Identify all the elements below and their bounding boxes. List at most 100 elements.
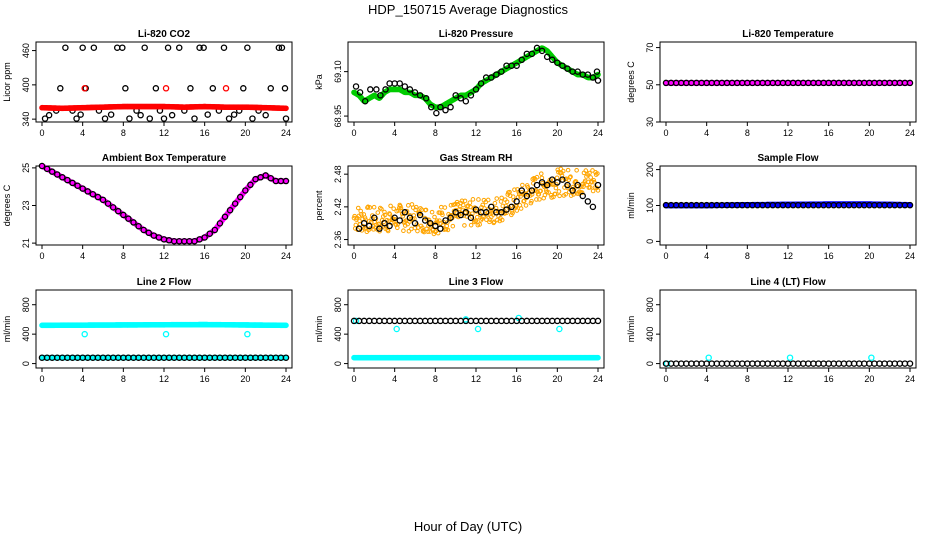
data-point <box>518 56 526 64</box>
data-point <box>820 360 827 367</box>
data-point <box>275 44 283 51</box>
data-point <box>498 209 505 216</box>
data-point <box>57 85 64 92</box>
data-point <box>381 219 388 227</box>
series-2 <box>662 79 914 87</box>
data-point <box>523 203 529 208</box>
data-point <box>362 226 367 231</box>
y-tick-label: 0 <box>21 361 31 366</box>
data-point <box>211 226 219 234</box>
data-point <box>493 71 500 78</box>
data-point <box>411 219 419 227</box>
data-point <box>759 360 766 367</box>
data-point <box>437 225 444 232</box>
x-tick-label: 20 <box>864 128 874 138</box>
y-tick-label: 400 <box>21 327 31 342</box>
data-point <box>468 222 474 228</box>
data-point <box>79 44 86 51</box>
data-point <box>498 317 505 325</box>
data-point <box>382 86 389 93</box>
data-point <box>548 182 553 187</box>
data-point <box>406 317 414 325</box>
data-point <box>356 89 364 96</box>
data-point <box>209 85 217 92</box>
y-tick-label: 25 <box>21 163 31 173</box>
data-point <box>595 171 600 176</box>
data-point <box>840 360 848 367</box>
data-point <box>584 198 592 205</box>
data-point <box>164 44 172 51</box>
data-point <box>460 202 466 208</box>
data-point <box>54 171 61 178</box>
data-point <box>267 174 274 182</box>
data-point <box>533 317 541 325</box>
panel-2: Li-820 Pressure kPa 0 4 8 12 16 20 24 68.95 69.10 <box>314 29 605 138</box>
panel-3: Li-820 Temperature degrees C 0 4 8 12 16 20 24 30… <box>626 29 917 138</box>
y-tick-label: 800 <box>333 297 343 312</box>
x-tick-label: 8 <box>121 374 126 384</box>
y-tick-label: 21 <box>21 238 31 248</box>
data-point <box>416 317 424 325</box>
data-point <box>559 317 566 325</box>
data-point <box>62 44 69 51</box>
data-point <box>457 211 464 219</box>
data-point <box>487 317 495 325</box>
x-tick-label: 8 <box>745 251 750 261</box>
data-point <box>422 95 430 102</box>
x-tick-label: 20 <box>864 374 874 384</box>
y-tick-label: 200 <box>645 162 655 177</box>
data-point <box>396 317 403 325</box>
data-point <box>891 360 899 367</box>
y-tick-label: 69.10 <box>333 60 343 83</box>
data-point <box>554 175 560 181</box>
x-tick-label: 8 <box>433 251 438 261</box>
data-point <box>447 214 454 222</box>
data-point <box>556 325 563 333</box>
data-point <box>718 360 726 367</box>
data-point <box>385 228 391 234</box>
data-point <box>423 207 429 213</box>
data-point <box>876 360 883 367</box>
data-point <box>409 226 414 232</box>
data-point <box>113 44 121 51</box>
data-point <box>81 85 88 92</box>
data-point <box>593 68 601 75</box>
data-point <box>401 209 409 216</box>
x-tick-label: 12 <box>783 128 793 138</box>
y-tick-label: 68.95 <box>333 105 343 128</box>
data-point <box>89 190 97 198</box>
data-point <box>510 210 515 216</box>
data-point <box>457 317 464 325</box>
y-tick-label: 0 <box>333 361 343 366</box>
data-point <box>587 170 592 176</box>
y-axis-label: kPa <box>314 74 324 90</box>
x-tick-label: 8 <box>121 251 126 261</box>
data-point <box>101 115 109 122</box>
panel-5: Gas Stream RH percent 0 4 8 12 16 20 24 2.36 2.42 2… <box>314 153 605 261</box>
data-point <box>815 360 822 367</box>
data-point <box>406 86 414 93</box>
data-point <box>416 211 424 219</box>
data-point <box>220 44 228 51</box>
data-point <box>482 209 490 216</box>
data-point <box>769 360 777 367</box>
data-point <box>447 317 454 325</box>
data-point <box>367 205 373 210</box>
x-tick-label: 16 <box>200 374 210 384</box>
x-tick-label: 16 <box>824 374 834 384</box>
data-point <box>406 228 412 234</box>
data-point <box>73 115 80 122</box>
data-point <box>588 175 593 180</box>
data-point <box>426 219 434 227</box>
data-point <box>386 317 393 325</box>
data-point <box>703 360 710 367</box>
data-point <box>401 317 409 325</box>
data-point <box>513 62 520 69</box>
data-point <box>281 85 289 92</box>
plot-frame <box>347 41 605 123</box>
data-point <box>452 317 459 325</box>
data-point <box>906 79 914 87</box>
x-tick-label: 12 <box>471 374 481 384</box>
panel-8: Line 3 Flow ml/min 0 4 8 12 16 20 24 0 400 800 <box>314 277 605 384</box>
x-tick-label: 0 <box>351 374 356 384</box>
